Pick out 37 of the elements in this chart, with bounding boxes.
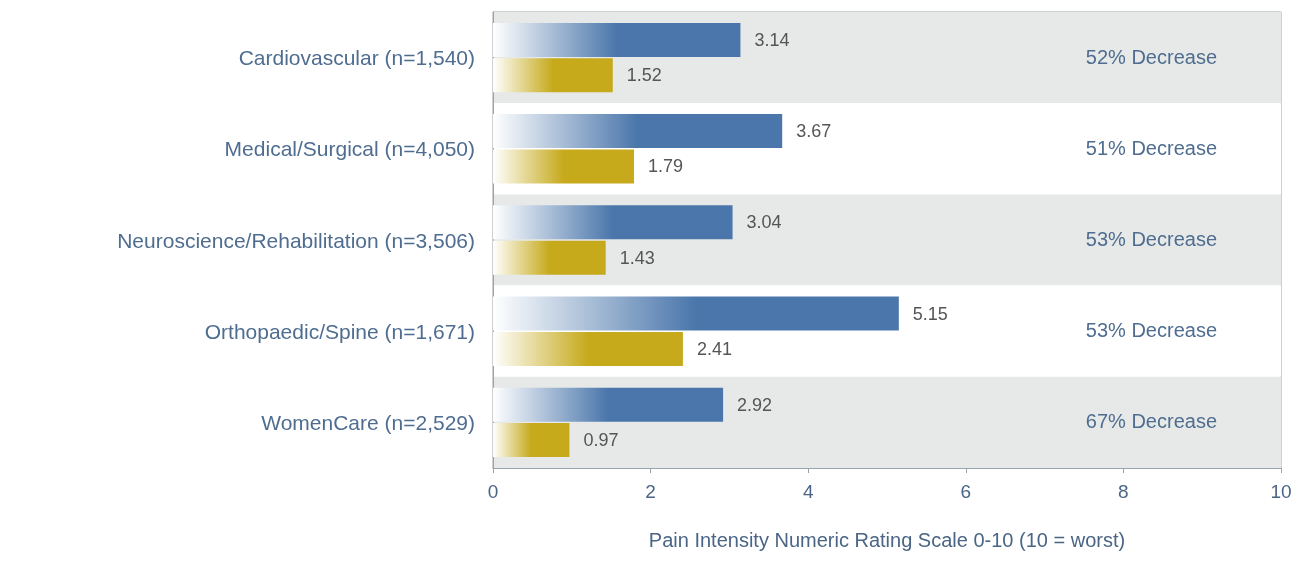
y-tick-label: WomenCare (n=2,529)	[261, 410, 475, 434]
x-axis-title: Pain Intensity Numeric Rating Scale 0-10 (10 = worst)	[648, 529, 1126, 551]
x-tick-label: 8	[1118, 481, 1129, 502]
annotation: 53% Decrease	[1085, 319, 1218, 342]
bar	[493, 205, 733, 240]
bar	[493, 22, 741, 57]
x-tick-label: 4	[802, 481, 814, 502]
annotation: 51% Decrease	[1085, 136, 1218, 159]
x-tick-label: 0	[487, 481, 499, 502]
bar	[493, 58, 613, 93]
x-tick-label: 6	[960, 481, 972, 502]
data-label: 2.41	[696, 338, 732, 359]
data-label: 3.04	[746, 212, 782, 233]
data-label: 1.52	[626, 65, 662, 86]
data-label: 5.15	[912, 303, 948, 324]
y-tick-label: Cardiovascular (n=1,540)	[238, 46, 475, 70]
annotation: 67% Decrease	[1085, 410, 1218, 433]
data-label: 3.14	[754, 29, 790, 50]
y-tick-label: Neuroscience/Rehabilitation (n=3,506)	[117, 228, 475, 252]
x-tick-label: 10	[1270, 481, 1292, 502]
bar	[493, 331, 683, 366]
bar	[493, 240, 606, 275]
annotation: 52% Decrease	[1085, 45, 1218, 68]
y-tick-label: Medical/Surgical (n=4,050)	[224, 137, 475, 161]
data-label: 3.67	[796, 121, 832, 142]
x-tick-label: 2	[645, 481, 656, 502]
bar	[493, 296, 899, 331]
y-tick-label: Orthopaedic/Spine (n=1,671)	[204, 319, 475, 343]
bar	[493, 387, 724, 422]
data-label: 0.97	[583, 430, 619, 451]
data-label: 1.43	[619, 247, 655, 268]
bar	[493, 114, 783, 149]
bar	[493, 423, 570, 458]
bar	[493, 149, 635, 184]
data-label: 1.79	[648, 156, 684, 177]
data-label: 2.92	[737, 394, 773, 415]
annotation: 53% Decrease	[1085, 228, 1218, 250]
